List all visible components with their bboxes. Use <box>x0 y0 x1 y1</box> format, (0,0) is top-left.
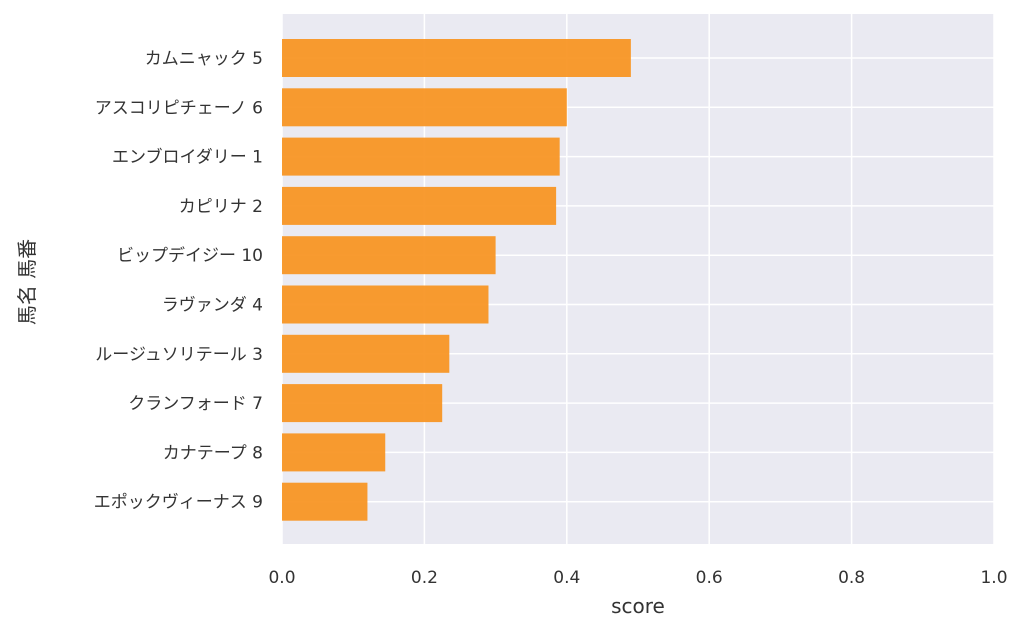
y-tick-label: エポックヴィーナス 9 <box>94 493 263 513</box>
bar <box>282 186 557 225</box>
bar <box>282 236 496 275</box>
x-tick-label: 1.0 <box>980 568 1007 588</box>
y-tick-label: カナテープ 8 <box>163 443 263 463</box>
bars <box>282 39 631 521</box>
bar <box>282 88 567 127</box>
y-tick-label: クランフォード 7 <box>128 394 263 414</box>
x-tick-label: 0.2 <box>411 568 438 588</box>
y-tick-label: アスコリピチェーノ 6 <box>95 98 263 118</box>
y-tick-label: カピリナ 2 <box>179 197 263 217</box>
x-tick-label: 0.8 <box>838 568 865 588</box>
bar <box>282 285 489 324</box>
y-tick-label: カムニャック 5 <box>145 49 263 69</box>
y-tick-label: ルージュソリテール 3 <box>95 345 263 365</box>
bar <box>282 39 631 77</box>
bar <box>282 482 368 521</box>
y-axis-label: 馬名 馬番 <box>15 239 39 325</box>
x-tick-labels: 0.0 0.2 0.4 0.6 0.8 1.0 <box>268 568 1007 588</box>
bar <box>282 334 450 373</box>
x-tick-label: 0.0 <box>268 568 295 588</box>
x-axis-label: score <box>611 594 665 618</box>
y-tick-label: ビップデイジー 10 <box>117 245 263 266</box>
bar <box>282 137 560 176</box>
x-tick-label: 0.6 <box>696 568 723 588</box>
y-tick-labels: カムニャック 5 アスコリピチェーノ 6 エンブロイダリー 1 カピリナ 2 ビップデイ… <box>94 49 263 513</box>
bar <box>282 384 443 423</box>
bar <box>282 433 386 472</box>
y-tick-label: エンブロイダリー 1 <box>112 147 263 168</box>
x-tick-label: 0.4 <box>553 568 580 588</box>
y-tick-label: ラヴァンダ 4 <box>162 296 263 316</box>
